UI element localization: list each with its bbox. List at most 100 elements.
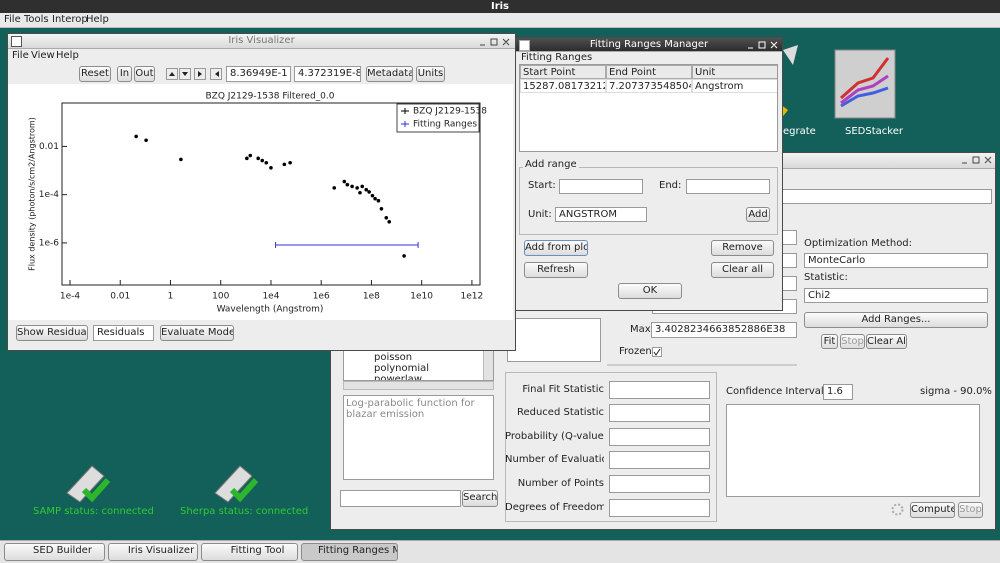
pan-buttons[interactable] (166, 68, 222, 80)
label: Degrees of Freedom (505, 502, 604, 513)
scrollbar[interactable] (483, 341, 493, 380)
menu-bar: File Tools Interop Help (0, 13, 1000, 28)
text-field (609, 428, 710, 446)
label: Reduced Statistic (516, 407, 604, 418)
dropdown[interactable]: MonteCarlo (804, 253, 988, 268)
chart[interactable]: BZQ J2129-1538 Filtered_0.0 Wavelength (… (8, 84, 513, 320)
dropdown[interactable]: ANGSTROM (555, 207, 647, 222)
data-point (179, 157, 183, 162)
data-point (245, 156, 249, 161)
list-item[interactable]: poisson (374, 352, 413, 363)
label: Start: (528, 180, 556, 191)
window-controls[interactable] (960, 154, 994, 166)
title-bar: Fitting Ranges Manager (516, 38, 782, 52)
column-header[interactable]: Start Point (520, 65, 606, 79)
list-item[interactable]: polynomial (374, 363, 430, 374)
button[interactable]: Evaluate Models (160, 325, 234, 341)
list-item[interactable]: powerlaw (374, 374, 422, 381)
legend (396, 103, 480, 133)
column-header[interactable]: End Point (606, 65, 692, 79)
menu-item[interactable]: Help (56, 50, 79, 61)
button[interactable]: Clear all (711, 262, 774, 278)
spinner (891, 503, 904, 516)
data-point (332, 186, 337, 190)
window-title: Fitting Ranges Manager (589, 39, 709, 50)
search-field[interactable] (340, 490, 461, 507)
button[interactable]: Out (134, 66, 155, 82)
window-controls[interactable] (478, 36, 512, 48)
text-field[interactable]: 4.372319E-8 (294, 66, 361, 82)
menu-item[interactable]: Help (86, 14, 109, 25)
label: Final Fit Statistic (522, 384, 604, 395)
text-area (726, 404, 980, 497)
button[interactable]: Fit (821, 334, 838, 349)
button[interactable]: Remove (711, 240, 774, 256)
data-point (256, 156, 260, 161)
data-point (370, 193, 375, 198)
window-icon (11, 36, 22, 47)
icon-label[interactable]: egrate (783, 126, 816, 137)
button[interactable]: In (117, 66, 132, 82)
text-field[interactable] (559, 179, 643, 194)
button[interactable]: Show Residuals (16, 325, 88, 341)
data-point (367, 190, 371, 194)
title-bar: Iris Visualizer (8, 34, 515, 49)
text-field[interactable]: 8.36949E-1 (226, 66, 291, 82)
x-tick-label: 1e10 (410, 292, 433, 302)
button[interactable]: Units (416, 66, 445, 82)
task-button[interactable]: Fitting Ranges M... (301, 543, 398, 561)
label: Number of Points (517, 478, 604, 489)
group-label: Add range (523, 158, 579, 172)
data-point (345, 182, 350, 187)
menu-item[interactable]: File (12, 50, 29, 61)
data-point (288, 160, 292, 165)
menu-item[interactable]: File (4, 14, 21, 25)
taskbar: SED Builder Iris Visualizer Fitting Tool… (0, 540, 1000, 563)
menu-item[interactable]: Tools (24, 14, 49, 25)
table-cell[interactable]: 7.2073735485042... (606, 79, 692, 93)
group-label: Fitting Ranges (521, 52, 593, 63)
data-point (248, 153, 253, 158)
column-header[interactable]: Unit (692, 65, 777, 79)
task-button[interactable]: Iris Visualizer (108, 543, 198, 561)
text-field[interactable] (686, 179, 770, 194)
button[interactable]: Refresh (524, 262, 588, 278)
table-cell[interactable]: 15287.081732120... (520, 79, 606, 93)
checkbox[interactable] (652, 347, 662, 357)
button[interactable]: Add Ranges... (804, 312, 988, 328)
window-controls[interactable] (746, 39, 780, 51)
label: Number of Evaluations (505, 454, 604, 465)
label: Probability (Q-value) (505, 431, 604, 442)
data-point (360, 184, 365, 189)
button[interactable]: Reset (79, 66, 111, 82)
menu-item[interactable]: Interop (52, 14, 88, 25)
button[interactable]: Clear All (866, 334, 907, 349)
task-button[interactable]: Fitting Tool (201, 543, 298, 561)
samp-icon[interactable] (62, 458, 112, 506)
button[interactable]: Add from plot (524, 240, 588, 256)
icon-label[interactable]: SEDStacker (845, 126, 903, 137)
x-tick-label: 0.01 (110, 292, 130, 302)
sherpa-icon[interactable] (210, 458, 260, 506)
text-field[interactable]: 1.6 (823, 384, 853, 400)
button[interactable]: Compute (910, 502, 955, 518)
data-point (342, 179, 347, 184)
task-button[interactable]: SED Builder (4, 543, 105, 561)
data-point (264, 160, 269, 165)
menu-item[interactable]: View (31, 50, 55, 61)
button[interactable]: OK (618, 283, 682, 299)
dropdown[interactable]: Residuals (93, 325, 154, 341)
text-field[interactable]: 3.4028234663852886E38 (651, 322, 797, 338)
scrollbar[interactable] (343, 381, 494, 390)
ranges-table[interactable]: Start Point End Point Unit 15287.0817321… (519, 64, 778, 152)
button[interactable]: Add (746, 207, 770, 222)
dropdown[interactable]: Chi2 (804, 288, 988, 303)
button[interactable]: Metadata (366, 66, 413, 82)
chart-title: BZQ J2129-1538 Filtered_0.0 (205, 92, 334, 102)
text-field[interactable] (760, 189, 992, 204)
sedstacker-icon[interactable] (833, 48, 897, 120)
add-range-group (519, 167, 778, 235)
button[interactable]: Search (462, 490, 498, 507)
table-cell[interactable]: Angstrom (692, 79, 777, 93)
data-point (402, 254, 406, 258)
